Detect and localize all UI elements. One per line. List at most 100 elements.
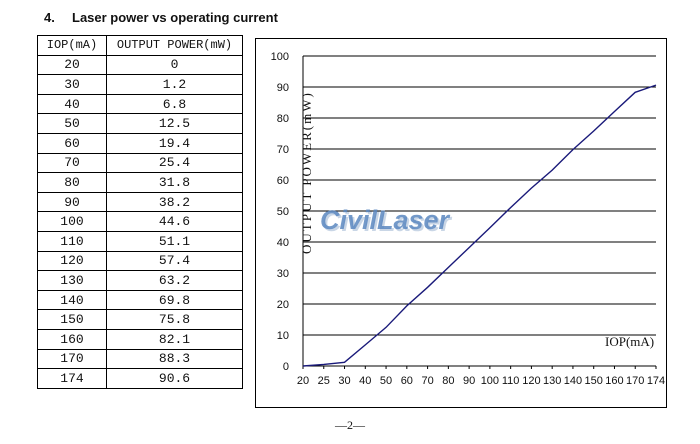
- section-heading: 4. Laser power vs operating current: [44, 10, 278, 25]
- cell-iop: 130: [37, 270, 107, 291]
- x-tick-label: 130: [543, 375, 561, 387]
- x-tick-label: 110: [502, 375, 520, 387]
- cell-iop: 120: [37, 250, 107, 272]
- x-tick-label: 120: [522, 375, 540, 387]
- x-tick-label: 25: [318, 375, 330, 387]
- cell-output-power: 31.8: [106, 172, 243, 193]
- cell-iop: 110: [37, 230, 107, 252]
- table-row: 60 19.4: [37, 132, 243, 154]
- x-axis-label: IOP(mA): [605, 334, 654, 349]
- cell-iop: 20: [37, 54, 107, 76]
- watermark-shadow: CivilLaser: [322, 207, 453, 237]
- x-tick-labels: 20 25 30 40 50 60 70 80 90 100 110 120 130 140 150 160 1…: [297, 375, 665, 387]
- table-header-row: IOP(mA) OUTPUT POWER(mW): [37, 35, 243, 56]
- x-tick-label: 20: [297, 375, 309, 387]
- x-tick-label: 80: [442, 375, 454, 387]
- section-number: 4.: [44, 10, 55, 25]
- table-row: 80 31.8: [37, 172, 243, 193]
- cell-output-power: 19.4: [106, 132, 243, 154]
- page-footer: —2—: [335, 418, 365, 432]
- y-tick-label: 50: [277, 206, 289, 218]
- cell-output-power: 38.2: [106, 191, 243, 213]
- y-tick-label: 80: [277, 113, 289, 125]
- table-row: 110 51.1: [37, 230, 243, 252]
- cell-output-power: 0: [106, 54, 243, 76]
- cell-iop: 100: [37, 211, 107, 232]
- table-row: 160 82.1: [37, 328, 243, 350]
- cell-iop: 174: [37, 368, 107, 389]
- y-tick-label: 90: [277, 82, 289, 94]
- cell-iop: 40: [37, 93, 107, 115]
- table-row: 70 25.4: [37, 152, 243, 174]
- y-axis-label: OUTPUT POWER(mW): [299, 91, 314, 254]
- x-tick-label: 70: [421, 375, 433, 387]
- table-row: 50 12.5: [37, 113, 243, 134]
- table-row: 30 1.2: [37, 74, 243, 95]
- y-tick-label: 10: [277, 330, 289, 342]
- cell-iop: 70: [37, 152, 107, 174]
- series-group: [302, 84, 657, 367]
- cell-output-power: 75.8: [106, 309, 243, 330]
- cell-output-power: 51.1: [106, 230, 243, 252]
- x-tick-label: 100: [481, 375, 499, 387]
- header-output-power: OUTPUT POWER(mW): [106, 35, 243, 56]
- chart-frame: 0 10 20 30 40 50 60 70 80 90 100 20 25 30 40 50 60 70 80 9…: [255, 38, 667, 408]
- cell-iop: 80: [37, 172, 107, 193]
- cell-iop: 60: [37, 132, 107, 154]
- cell-output-power: 6.8: [106, 93, 243, 115]
- table-row: 130 63.2: [37, 270, 243, 291]
- x-tick-label: 90: [463, 375, 475, 387]
- cell-iop: 160: [37, 328, 107, 350]
- y-tick-label: 70: [277, 144, 289, 156]
- power-current-table: IOP(mA) OUTPUT POWER(mW) 20 0 30 1.2 40 6.8 50…: [37, 35, 243, 389]
- table-row: 100 44.6: [37, 211, 243, 232]
- cell-iop: 30: [37, 74, 107, 95]
- table-row: 120 57.4: [37, 250, 243, 272]
- cell-iop: 150: [37, 309, 107, 330]
- cell-output-power: 1.2: [106, 74, 243, 95]
- table-row: 140 69.8: [37, 289, 243, 311]
- y-tick-label: 20: [277, 299, 289, 311]
- y-tick-label: 100: [271, 51, 289, 63]
- table-row: 90 38.2: [37, 191, 243, 213]
- x-tick-label: 160: [605, 375, 623, 387]
- cell-output-power: 69.8: [106, 289, 243, 311]
- cell-iop: 90: [37, 191, 107, 213]
- header-iop: IOP(mA): [37, 35, 107, 56]
- x-tick-label: 140: [564, 375, 582, 387]
- section-title: Laser power vs operating current: [72, 10, 278, 25]
- cell-iop: 170: [37, 348, 107, 370]
- x-tick-label: 150: [585, 375, 603, 387]
- table-row: 40 6.8: [37, 93, 243, 115]
- table-row: 150 75.8: [37, 309, 243, 330]
- y-tick-label: 0: [283, 361, 289, 373]
- cell-output-power: 88.3: [106, 348, 243, 370]
- watermark-group: CivilLaser CivilLaser: [320, 205, 453, 237]
- y-tick-label: 30: [277, 268, 289, 280]
- x-tick-label: 50: [380, 375, 392, 387]
- y-tick-label: 60: [277, 175, 289, 187]
- power-vs-current-chart: 0 10 20 30 40 50 60 70 80 90 100 20 25 30 40 50 60 70 80 9…: [271, 51, 666, 387]
- x-tick-label: 30: [338, 375, 350, 387]
- cell-output-power: 82.1: [106, 328, 243, 350]
- x-tick-label: 170: [626, 375, 644, 387]
- cell-output-power: 25.4: [106, 152, 243, 174]
- watermark-logo: CivilLaser: [320, 205, 451, 235]
- y-tick-label: 40: [277, 237, 289, 249]
- cell-iop: 50: [37, 113, 107, 134]
- cell-iop: 140: [37, 289, 107, 311]
- cell-output-power: 63.2: [106, 270, 243, 291]
- table-row: 170 88.3: [37, 348, 243, 370]
- chart-grid: [302, 55, 657, 369]
- cell-output-power: 57.4: [106, 250, 243, 272]
- x-tick-label: 60: [401, 375, 413, 387]
- table-row: 174 90.6: [37, 368, 243, 389]
- cell-output-power: 90.6: [106, 368, 243, 389]
- cell-output-power: 44.6: [106, 211, 243, 232]
- table-body: 20 0 30 1.2 40 6.8 50 12.5 60 19.4 70 25.4 80 31.8 90 3…: [37, 54, 243, 389]
- cell-output-power: 12.5: [106, 113, 243, 134]
- y-tick-labels: 0 10 20 30 40 50 60 70 80 90 100: [271, 51, 289, 373]
- table-row: 20 0: [37, 54, 243, 76]
- series-line: [302, 84, 657, 367]
- x-tick-label: 40: [359, 375, 371, 387]
